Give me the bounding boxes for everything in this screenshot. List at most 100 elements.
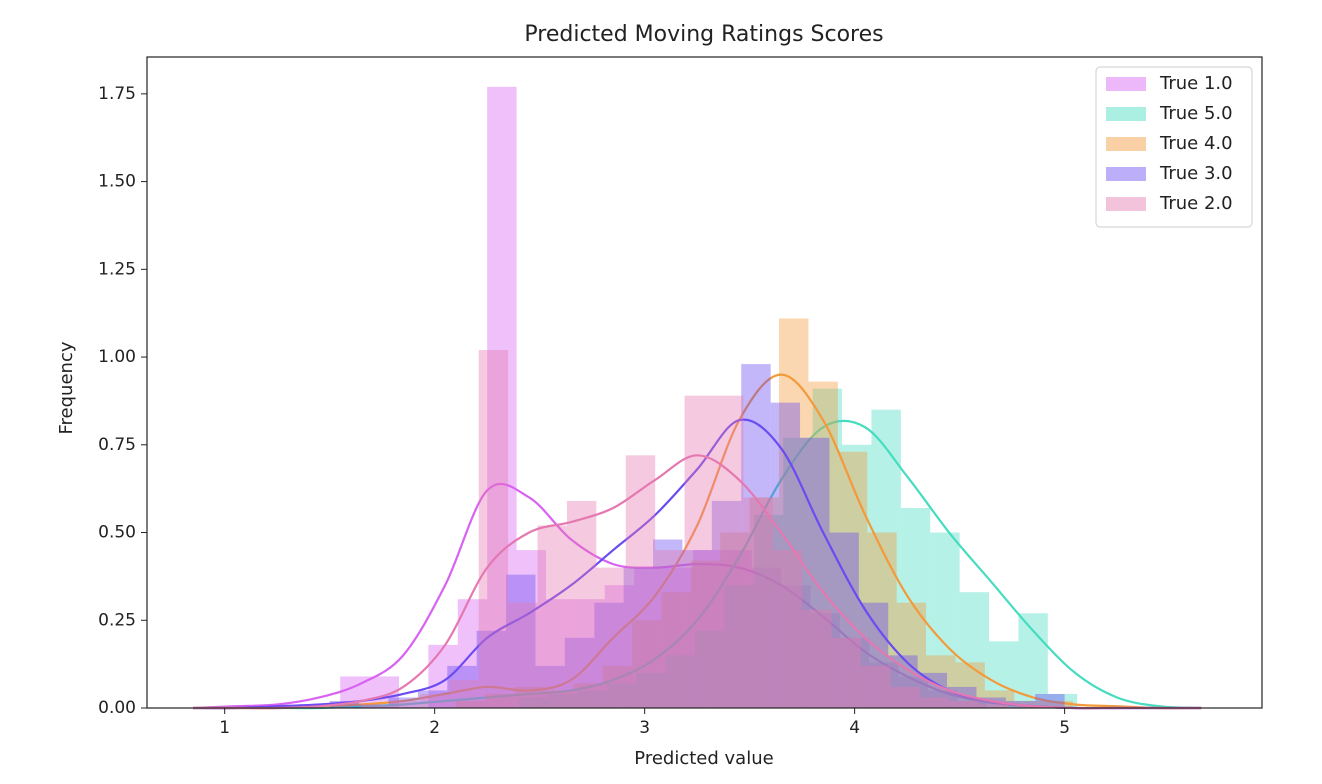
histogram-bar — [632, 620, 662, 708]
histogram-bar — [741, 364, 771, 708]
histogram-bar — [594, 602, 624, 708]
histogram-bar — [989, 641, 1019, 708]
legend-label: True 5.0 — [1159, 103, 1233, 124]
histogram-bar — [478, 350, 509, 708]
histogram-bar — [692, 550, 723, 708]
y-tick-label: 1.50 — [98, 172, 136, 192]
histogram-bar — [514, 686, 544, 708]
histogram-bar — [535, 665, 565, 708]
histogram-bar — [606, 683, 637, 708]
y-tick-label: 0.25 — [98, 610, 136, 630]
histogram-bar — [888, 655, 918, 708]
histogram-bar — [419, 693, 450, 708]
histogram-bar — [808, 381, 838, 708]
histogram-bar — [810, 613, 840, 708]
x-tick-label: 2 — [429, 718, 440, 738]
histogram-bar — [361, 704, 391, 708]
histogram-bar — [636, 672, 666, 708]
legend-swatch — [1106, 77, 1146, 91]
histogram-bar — [959, 592, 990, 708]
plot-area — [193, 86, 1202, 710]
histogram-bar — [720, 532, 750, 708]
histogram-bar — [831, 637, 861, 708]
kde-line — [193, 373, 1202, 710]
plot-frame — [146, 56, 1263, 709]
histogram-bar — [713, 395, 744, 708]
histogram-bar — [487, 86, 517, 708]
histogram-bar — [976, 697, 1006, 708]
histogram-bar — [537, 525, 567, 708]
histogram-bar — [812, 388, 843, 708]
histogram-bar — [485, 693, 515, 708]
histogram-bar — [518, 697, 549, 708]
legend-box — [1095, 66, 1253, 228]
histogram-bar — [516, 550, 546, 708]
histogram-bar — [753, 514, 784, 708]
histogram-bar — [955, 662, 985, 708]
histogram-bar — [957, 700, 987, 708]
histogram-bar — [1014, 700, 1044, 708]
histogram-bar — [930, 532, 960, 708]
histogram-bar — [653, 539, 683, 708]
histogram-bar — [665, 655, 696, 708]
chart-title: Predicted Moving Ratings Scores — [524, 22, 883, 47]
histogram-bar — [682, 550, 712, 708]
histogram-bar — [949, 700, 979, 708]
y-tick-label: 1.00 — [98, 347, 136, 367]
kde-line — [193, 419, 1202, 710]
histogram-bar — [388, 697, 418, 708]
histogram-bar — [543, 690, 574, 708]
histogram-bar — [417, 690, 448, 708]
histogram-bar — [695, 630, 725, 708]
y-axis-label: Frequency — [56, 341, 77, 434]
legend-label: True 4.0 — [1159, 133, 1233, 154]
histogram-bar — [690, 560, 721, 708]
histogram-bar — [978, 704, 1008, 708]
x-axis-label: Predicted value — [634, 748, 773, 769]
histogram-bar — [508, 602, 538, 708]
histogram-bar — [623, 567, 654, 708]
histogram-bar — [779, 318, 809, 708]
histogram-bar — [898, 676, 929, 708]
legend-label: True 1.0 — [1159, 73, 1233, 94]
y-tick-label: 1.25 — [98, 259, 136, 279]
histogram-bar — [625, 455, 656, 708]
histogram-bar — [839, 637, 870, 708]
histogram-bar — [506, 574, 536, 708]
histogram-bar — [661, 592, 691, 708]
histogram-bar — [1043, 700, 1074, 708]
x-tick-label: 3 — [639, 718, 650, 738]
histogram-bar — [1018, 613, 1048, 708]
histogram-bar — [663, 567, 693, 708]
histogram-bar — [800, 437, 830, 708]
histogram-bar — [860, 665, 891, 708]
y-tick-label: 0.75 — [98, 435, 136, 455]
histogram-bar — [455, 700, 486, 708]
histogram-bar — [802, 609, 832, 708]
histogram-bar — [602, 665, 633, 708]
histogram-bar — [749, 497, 780, 708]
histogram-bar — [359, 704, 389, 708]
histogram-bar — [772, 550, 803, 708]
legend-swatch — [1106, 197, 1146, 211]
legend-label: True 2.0 — [1159, 193, 1233, 214]
y-tick-label: 0.00 — [98, 698, 136, 718]
histogram-bar — [428, 644, 458, 708]
x-tick-label: 1 — [219, 718, 230, 738]
y-tick-label: 0.50 — [98, 523, 136, 543]
histogram-bar — [573, 683, 603, 708]
histogram-bar — [390, 700, 420, 708]
histogram-bar — [829, 532, 859, 708]
histogram-bar — [837, 451, 868, 708]
legend-label: True 3.0 — [1159, 163, 1233, 184]
histogram-bar — [596, 567, 626, 708]
histogram-bar — [724, 585, 754, 708]
histogram-bar — [655, 550, 685, 708]
histogram-bar — [684, 395, 714, 708]
histogram-bar — [566, 500, 597, 708]
histogram-bar — [577, 690, 607, 708]
histogram-bar — [564, 637, 595, 708]
histogram-bar — [604, 585, 635, 708]
legend-swatch — [1106, 107, 1146, 121]
